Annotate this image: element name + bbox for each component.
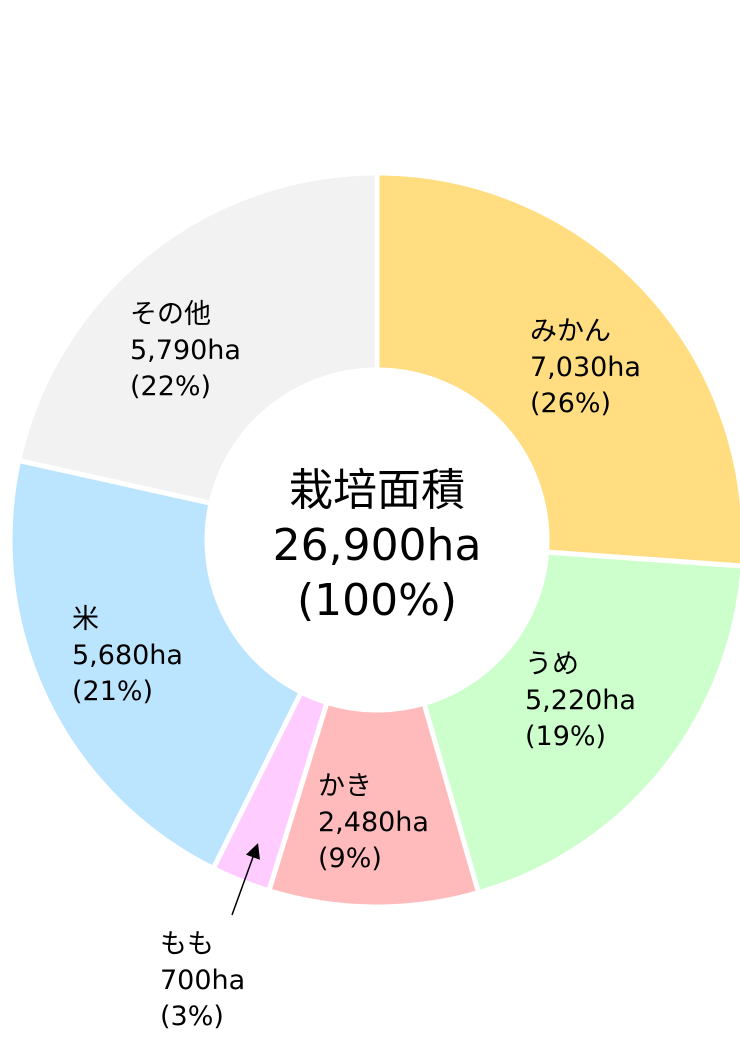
center-total: 26,900ha: [273, 520, 482, 571]
slice-label: 米 5,680ha (21%): [72, 604, 183, 707]
percent-label: (21%): [72, 676, 153, 707]
donut-slice: [15, 170, 380, 507]
category: もも: [160, 929, 214, 960]
percent-label: (26%): [530, 388, 611, 419]
value-label: 5,680ha: [72, 640, 183, 671]
category: みかん: [530, 316, 611, 347]
center-title: 栽培面積: [289, 465, 465, 516]
slice-label: その他 5,790ha (22%): [130, 299, 241, 402]
percent-label: (19%): [525, 721, 606, 752]
percent-label: (3%): [160, 1001, 224, 1032]
category: 米: [72, 604, 99, 635]
category: かき: [318, 771, 372, 802]
slice-label: みかん 7,030ha (26%): [530, 316, 641, 419]
slice-label: かき 2,480ha (9%): [318, 771, 429, 874]
category: その他: [130, 299, 211, 330]
percent-label: (22%): [130, 371, 211, 402]
category: うめ: [525, 649, 579, 680]
value-label: 700ha: [160, 965, 245, 996]
slice-label: うめ 5,220ha (19%): [525, 649, 636, 752]
donut-slice: [420, 549, 740, 896]
value-label: 2,480ha: [318, 807, 429, 838]
donut-slice: [374, 170, 740, 569]
value-label: 7,030ha: [530, 352, 641, 383]
slice-label: もも 700ha (3%): [160, 929, 245, 1032]
value-label: 5,220ha: [525, 685, 636, 716]
percent-label: (9%): [318, 843, 382, 874]
value-label: 5,790ha: [130, 335, 241, 366]
center-percent: (100%): [297, 575, 457, 626]
leader-arrow: [231, 843, 260, 916]
donut-slice: [7, 457, 305, 872]
